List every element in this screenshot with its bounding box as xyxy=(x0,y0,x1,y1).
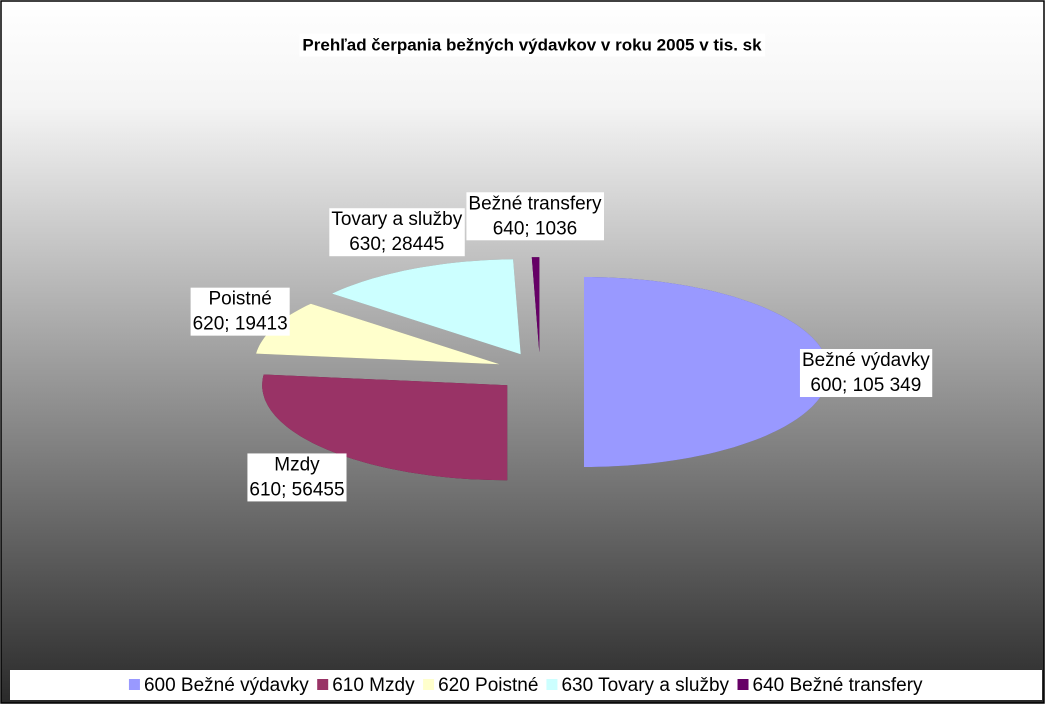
legend-label: 640 Bežné transfery xyxy=(753,675,924,696)
data-label-box xyxy=(247,453,347,502)
legend-label: 610 Mzdy xyxy=(332,675,415,696)
chart-title: Prehľad čerpania bežných výdavkov v roku… xyxy=(302,35,762,54)
data-label-value: 610; 56455 xyxy=(249,479,344,500)
legend-box xyxy=(10,670,1042,700)
slice xyxy=(262,374,508,481)
data-label-value: 620; 19413 xyxy=(193,314,288,335)
legend-swatch xyxy=(737,679,749,690)
data-label-name: Bežné transfery xyxy=(468,193,602,214)
title-box xyxy=(299,33,766,57)
slice xyxy=(256,303,500,365)
slice xyxy=(584,277,829,467)
legend-swatch xyxy=(317,679,329,690)
legend-swatch xyxy=(423,679,435,690)
legend-swatch xyxy=(546,679,558,690)
slice xyxy=(531,257,540,353)
data-label-name: Mzdy xyxy=(274,454,320,475)
data-label-value: 640; 1036 xyxy=(493,218,578,239)
data-label-name: Bežné výdavky xyxy=(802,350,930,371)
data-label-box xyxy=(799,349,933,398)
legend-label: 600 Bežné výdavky xyxy=(144,675,309,696)
data-label-value: 630; 28445 xyxy=(349,234,444,255)
legend-swatch xyxy=(128,679,140,690)
data-label-box xyxy=(466,192,604,241)
data-label-value: 600; 105 349 xyxy=(810,375,921,396)
data-label-box xyxy=(329,208,465,257)
legend-label: 630 Tovary a služby xyxy=(561,675,729,696)
data-label-name: Tovary a služby xyxy=(331,209,462,230)
slice xyxy=(332,259,521,355)
data-label-name: Poistné xyxy=(208,289,271,310)
data-label-box xyxy=(190,287,290,336)
legend-label: 620 Poistné xyxy=(438,675,538,696)
